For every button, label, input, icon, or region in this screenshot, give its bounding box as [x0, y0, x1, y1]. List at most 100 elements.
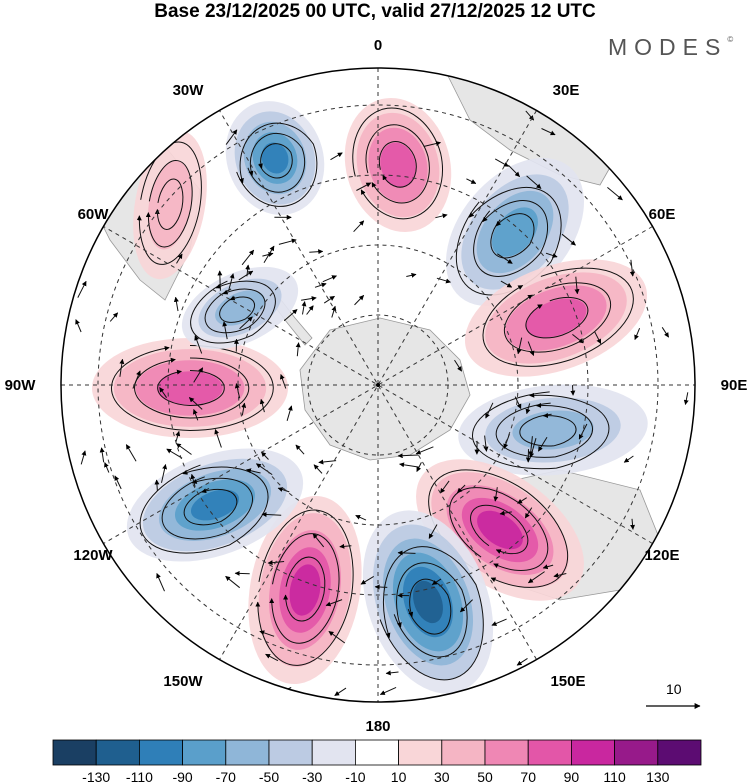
streamline [255, 509, 354, 666]
streamline [190, 280, 276, 344]
wind-vector [541, 128, 556, 136]
wind-vector [416, 462, 422, 472]
streamline [428, 469, 569, 588]
streamline [134, 357, 250, 419]
colorbar-tick-label: 10 [391, 769, 407, 783]
colorbar-tick-label: 70 [520, 769, 536, 783]
streamline [204, 288, 266, 334]
wind-vector [331, 305, 337, 318]
wind-vector [561, 233, 576, 246]
antarctica-land [299, 317, 471, 461]
wind-vector [360, 575, 374, 585]
wind-vector [493, 487, 499, 502]
wind-vectors [75, 110, 689, 697]
wind-vector [295, 444, 305, 455]
longitude-label: 90W [5, 377, 37, 394]
wind-vector [466, 178, 477, 184]
map-title: Base 23/12/2025 00 UTC, valid 27/12/2025… [154, 1, 596, 22]
wind-vector [525, 403, 531, 415]
wind-vector [245, 264, 251, 277]
longitude-label: 30W [173, 82, 205, 99]
anomaly-contour-se-positive [477, 510, 523, 550]
wind-vector [119, 358, 125, 377]
colorbar-tick-label: -50 [259, 769, 279, 783]
streamline [110, 345, 274, 432]
wind-vector [454, 359, 463, 372]
wind-vector [524, 507, 533, 519]
wind-vector [537, 436, 548, 452]
anomaly-cell-nnw-positive [133, 130, 207, 280]
anomaly-cell-nw-negative [225, 101, 325, 215]
longitude-label: 60E [649, 206, 676, 223]
wind-vector [374, 584, 388, 590]
streamline [247, 132, 306, 193]
wind-vector [379, 686, 397, 695]
wind-vector [527, 571, 545, 584]
wind-vector [526, 175, 542, 189]
wind-vector [499, 510, 512, 516]
colorbar-tick-label: -10 [345, 769, 365, 783]
colorbar-swatch [138, 739, 183, 766]
wind-vector [542, 564, 554, 570]
wind-vector [114, 475, 122, 490]
longitude-labels: 0 30E 60E 90E 120E 150E 180 150W 120W 90W 60W 30W [5, 37, 748, 735]
streamline [219, 295, 256, 323]
wind-vector [278, 238, 297, 245]
wind-vector [188, 397, 203, 410]
wind-vector [109, 312, 119, 322]
meridian-60E-120W [103, 226, 653, 544]
wind-vector [194, 335, 203, 354]
streamline [283, 556, 326, 622]
wind-vector [683, 392, 689, 405]
anomaly-contour-ne-positive [380, 142, 416, 188]
wind-vector [553, 572, 567, 578]
wind-vector [415, 446, 434, 455]
wind-vector [262, 252, 274, 257]
wind-vector [314, 282, 327, 288]
colorbar-swatch [268, 739, 313, 766]
longitude-label: 30E [553, 82, 580, 99]
longitude-label: 150W [163, 673, 203, 690]
anomaly-contour-nw-negative [261, 142, 289, 174]
colorbar-swatch [311, 739, 356, 766]
wind-vector [161, 464, 168, 483]
wind-vector [572, 334, 584, 344]
wind-vector [356, 182, 372, 191]
wind-vector [385, 670, 399, 676]
wind-vector [634, 328, 641, 341]
streamline [183, 488, 238, 526]
wind-vector [312, 533, 325, 548]
map-border [60, 67, 696, 703]
wind-vector [75, 319, 82, 333]
streamline [473, 200, 549, 277]
colorbar-swatch [527, 739, 572, 766]
colorbar-tick-label: 30 [434, 769, 450, 783]
wind-vector [334, 687, 347, 697]
wind-vector [279, 374, 287, 389]
wind-vector [439, 480, 450, 494]
wind-vector [574, 276, 580, 295]
wind-vector [283, 309, 298, 322]
wind-vector [166, 448, 183, 459]
streamline [525, 296, 589, 339]
colorbar-tick-label: 130 [646, 769, 670, 783]
wind-vector [508, 164, 520, 177]
colorbar-tick-label: 90 [564, 769, 580, 783]
meridian-30E-150W [219, 110, 537, 660]
anomaly-cell-w-positive [92, 338, 288, 438]
wind-vector [485, 402, 494, 419]
colorbar-swatch [398, 739, 443, 766]
streamline [236, 122, 318, 207]
anomaly-contour-ese-negative [512, 410, 594, 450]
colorbar-swatch [614, 739, 659, 766]
wind-vector [261, 451, 269, 460]
anomaly-cell-ne-positive [344, 97, 452, 233]
wind-vector [397, 453, 419, 459]
wind-vector [286, 405, 293, 421]
wind-vector [355, 514, 367, 521]
wind-vector [318, 459, 337, 465]
wind-vector [241, 402, 247, 416]
wind-vector [428, 524, 438, 539]
wind-vector [222, 321, 228, 340]
vector-scale-label: 10 [666, 681, 682, 697]
